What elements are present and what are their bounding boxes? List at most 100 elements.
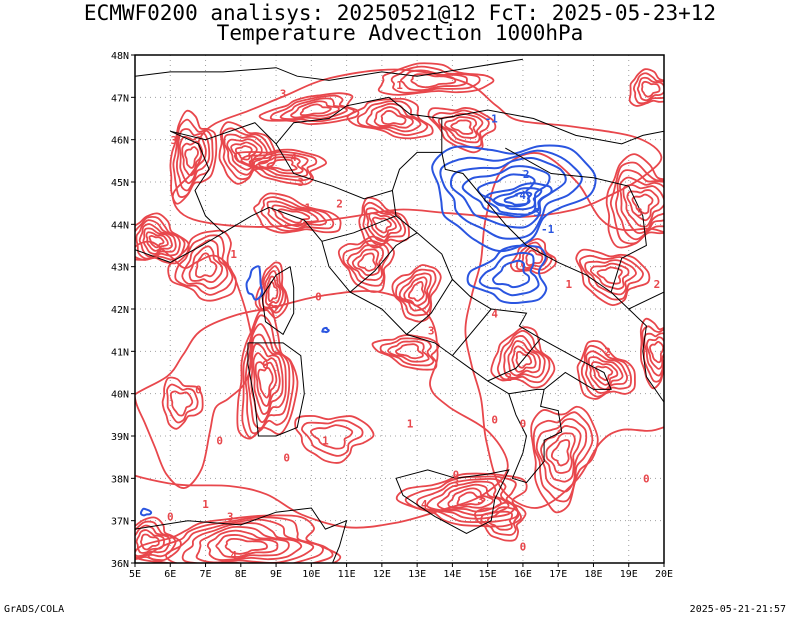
warm-contour [365,102,422,133]
warm-contour [188,245,224,284]
warm-contour-label: 1 [322,434,329,447]
lon-tick-label: 7E [200,569,212,580]
lat-tick-label: 47N [111,93,129,104]
axis-ticks: 5E 6E 7E 8E 9E 10E 11E 12E 13E 14E 15E 16E 17E 18E 19E… [111,51,673,580]
warm-contour [139,533,160,551]
warm-contour-label: 0 [195,384,202,397]
warm-contour-label: 3 [428,324,435,337]
warm-contour-label: 2 [273,303,280,316]
warm-contour [223,133,268,176]
cold-contour [321,326,330,334]
warm-contour [221,127,273,181]
render-timestamp: 2025-05-21-21:57 [689,604,786,615]
warm-contour [215,534,279,559]
warm-contour [390,65,481,94]
warm-contour [399,69,468,92]
warm-contour [266,158,298,172]
warm-contour [195,252,218,279]
cold-contour-label: -1 [485,113,499,126]
coastline-segment [247,342,305,437]
warm-contour [511,345,537,373]
lon-tick-label: 9E [270,569,282,580]
warm-contour [631,193,654,215]
warm-contour [645,336,664,370]
coastline-segment [321,215,397,242]
lat-tick-label: 38N [111,474,129,485]
software-credit: GrADS/COLA [4,604,65,615]
warm-contour-label: 3 [453,477,460,490]
coastline-segment [170,96,443,153]
lat-tick-label: 42N [111,305,129,316]
cold-contour [492,259,531,289]
coastline-segment [441,109,664,145]
warm-contour [643,332,664,377]
warm-contour [391,264,442,323]
lat-tick-label: 39N [111,432,129,443]
warm-contour-label: 3 [227,511,234,524]
warm-contour-label: 3 [280,87,287,100]
coastline-segment [275,143,393,200]
warm-contour [404,475,519,524]
warm-contour [135,524,171,558]
warm-contour-label: 3 [636,206,643,219]
warm-contour [252,352,281,415]
warm-contour-label: 0 [216,434,223,447]
warm-contour-label: 0 [643,473,650,486]
coastline-segment [441,152,664,403]
cold-contour [431,144,597,253]
warm-contour [486,510,513,531]
warm-contour [342,239,390,287]
warm-zero-contour [135,290,509,529]
warm-contour [380,110,407,126]
warm-contour-label: 2 [336,197,343,210]
warm-contour-label: 1 [396,79,403,92]
lon-tick-label: 19E [620,569,638,580]
lon-tick-label: 20E [655,569,673,580]
warm-contour [395,268,437,317]
cold-advection-contours [139,144,597,517]
warm-contour [575,248,651,307]
warm-contour [545,432,576,474]
warm-contour [636,76,664,102]
warm-contour [240,150,318,182]
cold-contour-label: -4 [513,189,527,202]
warm-contour [408,281,425,302]
warm-zero-contour [464,152,664,509]
warm-contour-label: 4 [290,151,297,164]
warm-contour [615,169,664,241]
warm-contour [530,405,599,514]
cold-contour [439,149,583,240]
coastline-segment [505,147,647,293]
warm-contour-label: 0 [453,468,460,481]
warm-contour-label: 3 [153,248,160,261]
lon-tick-label: 16E [514,569,532,580]
warm-contour [357,252,377,272]
warm-contour [436,483,502,513]
warm-contour [431,109,490,149]
cold-contour [245,265,264,301]
warm-contour [605,153,664,249]
warm-contour [135,514,342,563]
coastline-segment [487,338,541,382]
warm-contour [628,68,664,107]
lat-tick-label: 46N [111,136,129,147]
lon-tick-label: 15E [479,569,497,580]
warm-contour-label: 1 [304,202,311,215]
warm-contour [632,72,664,105]
warm-contour-label: 3 [170,134,177,147]
cold-contour [503,191,533,206]
warm-contour [540,424,582,483]
warm-contour [142,227,173,255]
warm-contour [224,537,268,555]
warm-contour [403,276,428,307]
cold-contour [466,244,548,305]
warm-contour [254,361,278,407]
warm-contour [135,529,165,554]
warm-contour-label: 1 [230,248,237,261]
cold-contour-label: -2 [516,168,529,181]
warm-contour [346,97,434,140]
cold-contour [483,182,553,216]
warm-contour [373,106,414,129]
coastline-segment [628,291,664,310]
lon-tick-label: 11E [338,569,356,580]
